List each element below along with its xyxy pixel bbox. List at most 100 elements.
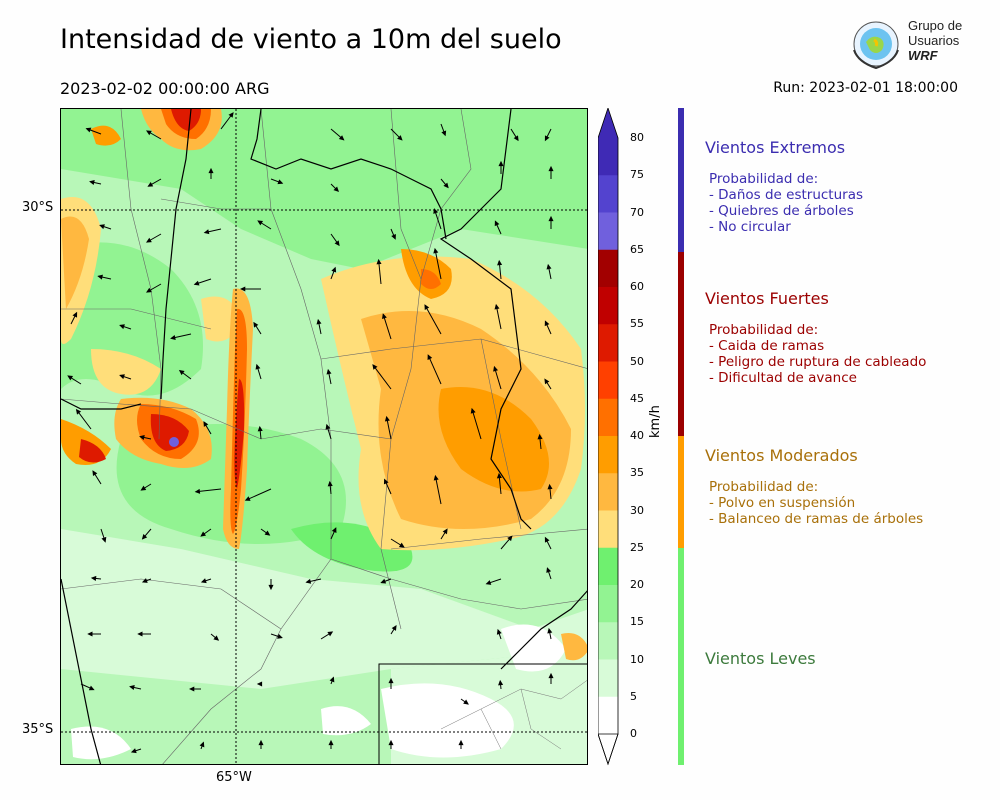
- wind-arrow-head: [333, 186, 340, 193]
- wind-arrow-head: [256, 681, 263, 687]
- colorbar-segment: [598, 622, 618, 660]
- category-strong-desc-line: - Dificultad de avance: [709, 370, 857, 386]
- wind-arrow-head: [494, 220, 500, 227]
- wind-arrow-head: [141, 534, 148, 540]
- colorbar-segment: [598, 287, 618, 325]
- wind-arrow-head: [498, 679, 504, 686]
- colorbar-unit: km/h: [648, 405, 663, 438]
- wind-arrow-head: [170, 335, 176, 340]
- category-moderate-title: Vientos Moderados: [705, 446, 858, 465]
- wind-arrow-head: [548, 672, 554, 679]
- colorbar-svg: [597, 106, 619, 766]
- wind-arrow-head: [398, 542, 405, 548]
- colorbar-tick-label: 15: [630, 615, 644, 629]
- colorbar-max-arrow: [598, 108, 618, 138]
- wind-arrow-head: [498, 160, 504, 167]
- wind-arrow-head: [255, 363, 261, 370]
- wind-arrow-head: [537, 433, 543, 440]
- wind-arrow-head: [382, 313, 387, 319]
- wind-arrow-head: [264, 530, 271, 536]
- wind-arrow-head: [485, 580, 492, 585]
- wind-arrow-head: [372, 364, 378, 370]
- category-extreme-desc-line: - No circular: [709, 219, 791, 235]
- wind-arrow: [245, 488, 272, 501]
- category-moderate: Vientos Moderados Probabilidad de: - Pol…: [705, 446, 923, 527]
- colorbar-tick-label: 60: [630, 280, 644, 293]
- category-moderate-desc-line: - Balanceo de ramas de árboles: [709, 511, 924, 527]
- wind-arrow-head: [85, 127, 92, 133]
- category-strong-desc: Probabilidad de: - Caida de ramas - Peli…: [705, 322, 926, 386]
- colorbar-segment: [598, 324, 618, 362]
- wind-arrow-head: [208, 167, 214, 174]
- colorbar-segment: [598, 473, 618, 511]
- wind-arrow-head: [513, 135, 519, 142]
- wind-arrow-head: [200, 531, 207, 537]
- wind-arrow-head: [203, 229, 210, 235]
- wind-arrow-head: [277, 633, 283, 639]
- wind-arrow-head: [257, 425, 263, 432]
- wind-arrow-head: [427, 354, 433, 360]
- category-strong-desc-line: - Peligro de ruptura de cableado: [709, 354, 927, 370]
- wind-arrow-head: [101, 536, 107, 543]
- wind-arrow-head: [137, 631, 143, 637]
- colorbar-segment: [598, 547, 618, 586]
- colorbar-segment: [598, 696, 618, 735]
- wind-arrow-head: [99, 224, 105, 230]
- colorbar-segment: [598, 436, 618, 474]
- wind-arrow-head: [544, 135, 550, 142]
- wind-arrow-head: [388, 677, 394, 684]
- colorbar-segment: [598, 175, 618, 213]
- wrf-logo: Grupo de Usuarios WRF: [848, 16, 978, 74]
- category-light: Vientos Leves: [705, 649, 816, 682]
- colorbar-segment: [598, 510, 618, 549]
- colorbar-segment: [598, 398, 618, 437]
- wind-arrow-head: [213, 635, 220, 641]
- colorbar-segment: [598, 249, 618, 288]
- wind-arrow-head: [88, 685, 95, 691]
- wind-arrow-head: [119, 324, 125, 330]
- wind-arrow-head: [305, 578, 312, 584]
- strong-bar: [678, 252, 684, 436]
- colorbar-tick-label: 65: [630, 242, 644, 256]
- wind-arrow-head: [67, 375, 74, 381]
- category-strong-desc-line: - Caida de ramas: [709, 338, 825, 354]
- wind-arrow: [382, 314, 392, 340]
- wind-arrow-head: [203, 421, 209, 427]
- wind-arrow-head: [496, 472, 502, 479]
- wind-arrow-head: [268, 584, 274, 591]
- category-extreme-desc-line: - Quiebres de árboles: [709, 203, 854, 219]
- wind-arrow-head: [87, 631, 93, 637]
- lat-label-35s: 35°S: [22, 722, 54, 737]
- wind-arrow-head: [443, 182, 449, 189]
- wind-arrow-head: [327, 631, 334, 637]
- wind-arrow-head: [547, 483, 553, 490]
- colorbar-segment: [598, 138, 618, 176]
- category-light-title: Vientos Leves: [705, 649, 816, 668]
- wind-arrow-head: [397, 135, 403, 141]
- logo-line-2: Usuarios: [908, 33, 960, 48]
- wind-arrow-head: [433, 247, 439, 254]
- colorbar-tick-label: 5: [630, 689, 637, 703]
- wind-arrow-head: [316, 318, 322, 325]
- wind-arrow-head: [139, 435, 145, 440]
- wind-arrow-head: [194, 488, 201, 494]
- wind-arrow-head: [391, 234, 396, 240]
- category-extreme: Vientos Extremos Probabilidad de: - Daño…: [705, 138, 863, 235]
- wind-arrow-head: [89, 180, 95, 185]
- wind-arrow-head: [178, 369, 185, 376]
- wind-arrow-head: [331, 527, 337, 533]
- wind-arrow: [372, 364, 392, 390]
- wind-arrow-head: [328, 739, 334, 746]
- colorbar-tick-label: 55: [630, 317, 644, 331]
- category-extreme-title: Vientos Extremos: [705, 138, 846, 157]
- wind-arrow: [434, 248, 442, 280]
- lon-label-65w: 65°W: [216, 770, 252, 785]
- wind-arrow-head: [258, 739, 264, 746]
- colorbar-segment: [598, 585, 618, 623]
- wind-arrow-head: [146, 130, 152, 136]
- colorbar-tick-label: 0: [630, 727, 637, 740]
- category-moderate-desc: Probabilidad de: - Polvo en suspensión -…: [705, 479, 923, 527]
- wind-arrow-head: [146, 237, 152, 243]
- wind-arrow: [434, 475, 442, 505]
- wind-arrow-head: [193, 280, 200, 286]
